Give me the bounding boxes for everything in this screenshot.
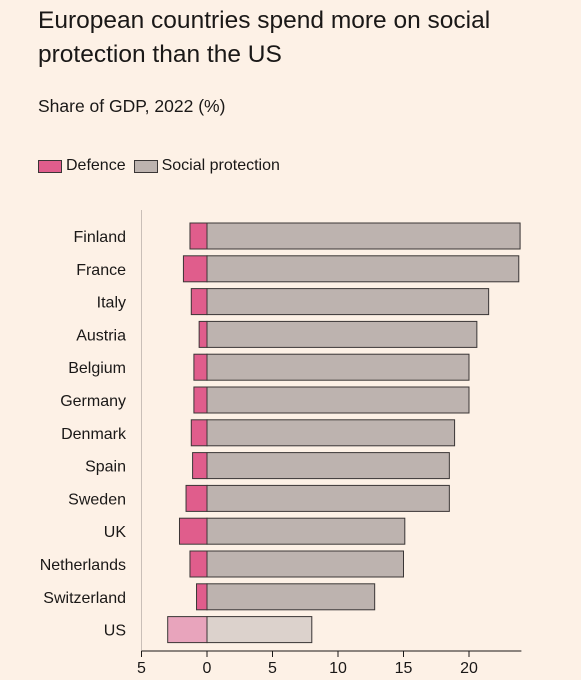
category-label-us: US xyxy=(104,623,126,640)
bar-defence-france xyxy=(182,255,208,283)
bar-defence-austria xyxy=(198,320,208,348)
bar-defence-us xyxy=(167,616,208,644)
bar-social-france xyxy=(206,255,520,283)
bar-defence-spain xyxy=(192,452,208,480)
bar-social-netherlands xyxy=(206,550,404,578)
legend: Defence Social protection xyxy=(38,157,288,175)
category-label-sweden: Sweden xyxy=(68,491,126,508)
bar-social-italy xyxy=(206,288,490,316)
bar-defence-netherlands xyxy=(189,550,208,578)
bar-defence-uk xyxy=(178,517,208,545)
x-tick-label-1: 0 xyxy=(203,660,212,677)
legend-swatch-social xyxy=(133,159,158,173)
category-label-netherlands: Netherlands xyxy=(40,557,126,574)
legend-label-defence: Defence xyxy=(66,157,126,174)
bar-social-spain xyxy=(206,452,450,480)
bar-social-denmark xyxy=(206,419,456,447)
x-tick-label-4: 15 xyxy=(395,660,413,677)
bar-social-us xyxy=(206,616,313,644)
category-label-switzerland: Switzerland xyxy=(43,590,126,607)
legend-swatch-defence xyxy=(38,159,62,173)
category-label-italy: Italy xyxy=(97,295,126,312)
bar-defence-finland xyxy=(189,222,208,250)
bar-defence-germany xyxy=(193,386,208,414)
bar-defence-switzerland xyxy=(196,583,208,611)
legend-label-social: Social protection xyxy=(161,157,280,174)
legend-item-social: Social protection xyxy=(133,157,280,175)
bar-social-switzerland xyxy=(206,583,376,611)
bar-defence-belgium xyxy=(193,353,208,381)
category-label-germany: Germany xyxy=(60,393,126,410)
bar-social-belgium xyxy=(206,353,470,381)
category-label-france: France xyxy=(76,262,126,279)
category-label-belgium: Belgium xyxy=(68,360,126,377)
bar-defence-italy xyxy=(190,288,208,316)
chart-title: European countries spend more on social … xyxy=(38,7,491,68)
bar-defence-denmark xyxy=(190,419,208,447)
category-label-spain: Spain xyxy=(85,459,126,476)
category-label-uk: UK xyxy=(104,524,127,541)
x-tick-label-0: 5 xyxy=(137,660,146,677)
bar-defence-sweden xyxy=(185,484,208,512)
x-tick-label-2: 5 xyxy=(268,660,277,677)
bar-social-austria xyxy=(206,320,478,348)
category-label-austria: Austria xyxy=(76,327,126,344)
bar-social-finland xyxy=(206,222,521,250)
legend-item-defence: Defence xyxy=(38,157,126,175)
bar-social-sweden xyxy=(206,484,450,512)
bar-chart: Finland France Italy Austria Belgium Germany D… xyxy=(40,210,522,677)
x-tick-label-3: 10 xyxy=(329,660,347,677)
category-label-finland: Finland xyxy=(74,229,126,246)
x-tick-label-5: 20 xyxy=(460,660,478,677)
bar-social-uk xyxy=(206,517,406,545)
category-label-denmark: Denmark xyxy=(61,426,127,443)
bar-social-germany xyxy=(206,386,470,414)
chart-subtitle: Share of GDP, 2022 (%) xyxy=(38,96,226,116)
